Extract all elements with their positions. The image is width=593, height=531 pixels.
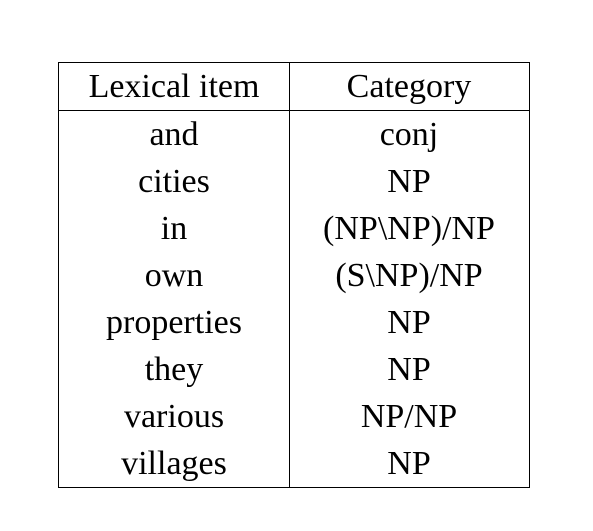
lexicon-table: Lexical item Category and conj cities NP… xyxy=(58,62,530,488)
category-cell: NP xyxy=(387,162,431,200)
table-row: in (NP\NP)/NP xyxy=(59,205,529,252)
lexical-item-cell: and xyxy=(149,115,199,153)
lexical-item-cell: properties xyxy=(106,303,242,341)
category-cell: NP/NP xyxy=(360,397,458,435)
table-row: cities NP xyxy=(59,158,529,205)
table-header-row: Lexical item Category xyxy=(59,63,529,110)
header-lexical-item: Lexical item xyxy=(88,67,260,105)
table-row: villages NP xyxy=(59,440,529,487)
table-row: own (S\NP)/NP xyxy=(59,252,529,299)
header-category: Category xyxy=(346,67,472,105)
lexical-item-cell: they xyxy=(144,350,204,388)
header-rule xyxy=(59,110,529,111)
lexical-item-cell: villages xyxy=(121,444,227,482)
category-cell: NP xyxy=(387,350,431,388)
category-cell: NP xyxy=(387,444,431,482)
lexical-item-cell: various xyxy=(123,397,225,435)
category-cell: (S\NP)/NP xyxy=(335,256,483,294)
table-row: they NP xyxy=(59,346,529,393)
lexical-item-cell: in xyxy=(160,209,188,247)
category-cell: conj xyxy=(379,115,439,153)
category-cell: (NP\NP)/NP xyxy=(323,209,495,247)
table-row: properties NP xyxy=(59,299,529,346)
table-row: various NP/NP xyxy=(59,393,529,440)
table-body: and conj cities NP in (NP\NP)/NP own (S\… xyxy=(59,111,529,487)
lexical-item-cell: own xyxy=(144,256,204,294)
column-divider xyxy=(289,63,290,487)
table-row: and conj xyxy=(59,111,529,158)
category-cell: NP xyxy=(387,303,431,341)
lexical-item-cell: cities xyxy=(138,162,210,200)
